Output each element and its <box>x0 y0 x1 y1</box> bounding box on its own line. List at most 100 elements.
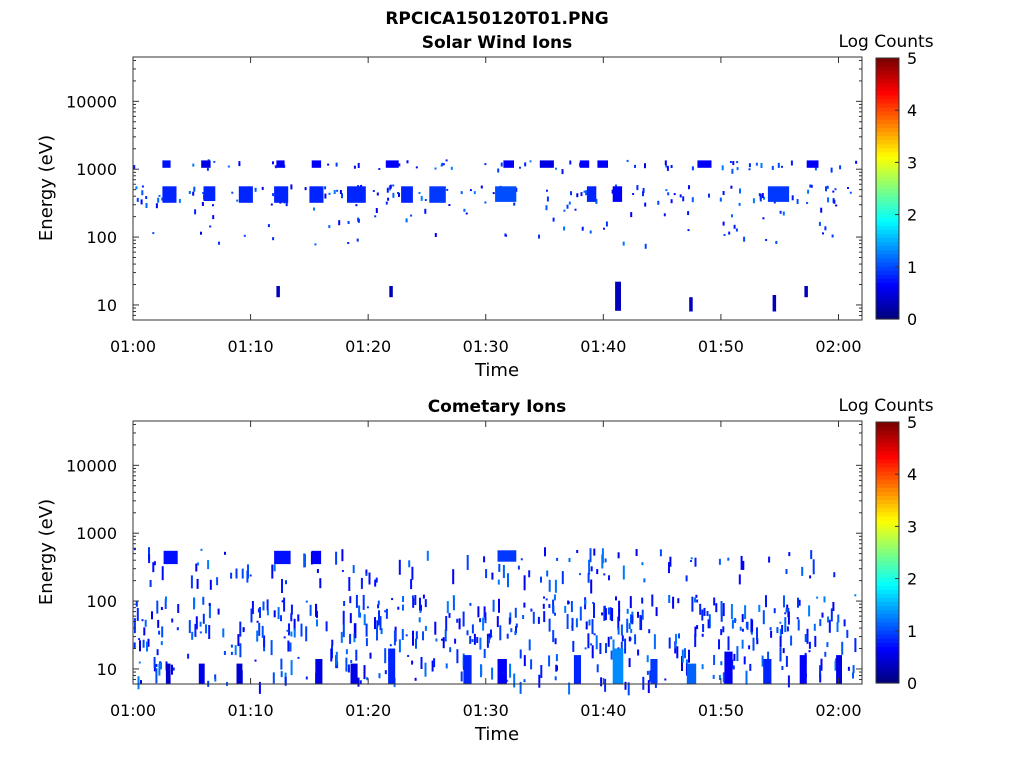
data-pixel <box>548 579 551 592</box>
data-pixel <box>290 613 293 622</box>
data-pixel <box>830 167 833 173</box>
data-pixel <box>708 193 710 198</box>
data-pixel <box>340 631 343 643</box>
data-pixel <box>483 556 486 563</box>
x-ticks-solar-wind: 01:00 01:10 01:20 01:30 01:40 01:50 02:00 <box>110 57 862 356</box>
colorbar-frame <box>875 421 900 684</box>
data-pixel <box>730 185 733 189</box>
data-pixel <box>611 189 614 194</box>
data-pixel <box>191 631 194 640</box>
data-pixel <box>760 163 763 168</box>
data-pixel <box>353 165 356 169</box>
data-pixel <box>722 626 725 633</box>
data-pixel <box>257 608 260 613</box>
data-pixel <box>630 212 633 218</box>
data-pixel <box>821 612 824 618</box>
data-pixel <box>677 598 680 604</box>
data-pixel <box>357 218 360 223</box>
data-pixel <box>160 607 163 610</box>
data-pixel <box>376 192 379 196</box>
data-pixel <box>363 665 366 680</box>
data-pixel <box>262 601 265 611</box>
data-pixel <box>270 640 273 656</box>
data-pixel <box>488 633 491 640</box>
data-pixel <box>666 165 669 171</box>
data-pixel <box>431 660 434 672</box>
data-pixel <box>816 596 819 599</box>
data-pixel <box>635 549 638 556</box>
data-pixel <box>374 617 376 630</box>
data-pixel <box>723 234 726 236</box>
data-pixel <box>482 617 485 631</box>
colorbar-segment <box>876 536 899 541</box>
data-pixel <box>196 578 199 589</box>
data-pixel <box>283 636 286 639</box>
data-pixel <box>665 165 668 168</box>
data-pixel <box>543 596 545 599</box>
data-pixel <box>158 663 161 676</box>
data-pixel <box>655 607 658 617</box>
data-pixel <box>250 608 253 623</box>
data-pixel <box>140 199 143 205</box>
data-pixel <box>796 199 799 204</box>
data-pixel <box>510 628 513 633</box>
data-pixel <box>365 569 368 574</box>
data-pixel <box>456 649 459 664</box>
data-pixel <box>280 615 282 622</box>
data-pixel <box>498 598 500 613</box>
data-block <box>799 655 807 684</box>
data-pixel <box>761 655 764 667</box>
data-block <box>463 655 472 684</box>
data-pixel <box>513 202 516 206</box>
data-pixel <box>263 635 266 648</box>
data-pixel <box>731 619 734 629</box>
data-pixel <box>194 623 197 637</box>
data-pixel <box>401 629 404 640</box>
data-pixel <box>223 651 226 655</box>
colorbar-segment <box>876 585 899 590</box>
data-pixel <box>164 599 167 609</box>
data-pixel <box>827 616 829 623</box>
data-pixel <box>813 623 816 631</box>
data-pixel <box>694 634 697 647</box>
data-pixel <box>202 596 205 605</box>
y-axis-label-cometary: Energy (eV) <box>36 499 57 605</box>
colorbar-segment <box>876 642 899 647</box>
data-pixel <box>239 643 242 658</box>
data-pixel <box>405 218 408 223</box>
data-pixel <box>819 665 822 678</box>
data-pixel <box>826 642 829 648</box>
plot-frame-solar-wind <box>132 56 863 321</box>
y-tick-label: 100 <box>86 592 117 611</box>
data-pixel <box>137 676 140 690</box>
data-pixel <box>293 618 296 631</box>
data-pixel <box>178 198 181 203</box>
data-pixel <box>798 599 801 606</box>
data-pixel <box>575 618 578 628</box>
data-block <box>311 550 322 565</box>
data-pixel <box>628 658 631 668</box>
data-pixel <box>786 604 789 609</box>
colorbar-segment <box>876 515 899 521</box>
data-pixel <box>480 664 482 678</box>
data-pixel <box>471 624 474 634</box>
data-pixel <box>828 619 831 633</box>
data-pixel <box>281 600 284 603</box>
data-pixel <box>785 608 788 613</box>
data-pixel <box>444 629 447 642</box>
data-pixel <box>350 660 353 663</box>
data-pixel <box>748 168 751 171</box>
data-pixel <box>784 617 787 633</box>
data-pixel <box>690 557 693 560</box>
data-pixel <box>406 160 409 164</box>
data-pixel <box>497 168 500 173</box>
data-pixel <box>736 161 739 164</box>
data-block <box>573 655 581 684</box>
data-pixel <box>731 168 734 174</box>
colorbar-segment <box>876 274 899 279</box>
colorbar-segment <box>876 159 899 165</box>
data-pixel <box>530 608 533 612</box>
data-pixel <box>208 604 211 619</box>
colorbar-segment <box>876 426 899 431</box>
